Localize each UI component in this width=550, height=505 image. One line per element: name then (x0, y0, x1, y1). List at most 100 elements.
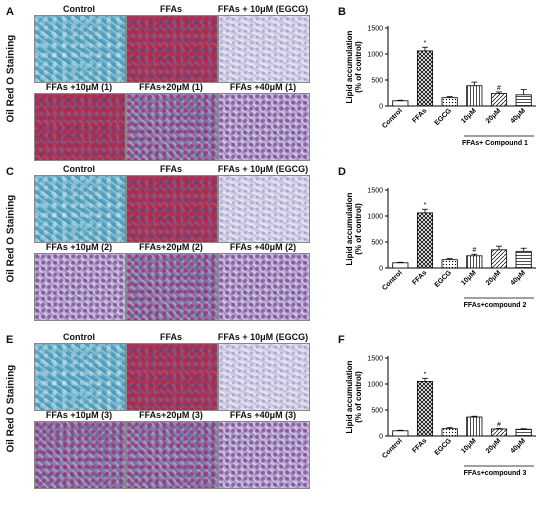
image-label-a-2: FFAs (159, 4, 182, 14)
micrograph-e-4 (34, 421, 126, 489)
chart-f-annotation-4: # (497, 421, 501, 428)
chart-b-bar-4 (490, 93, 508, 107)
micrograph-c-6 (218, 253, 310, 321)
panel-letter-b: B (338, 6, 346, 18)
chart-b-annotation-1: * (424, 40, 427, 47)
chart-f-category-4: 20μM (485, 437, 503, 455)
bar-chart-f: Lipid accumulation(% of control) 0 500 1000… (345, 356, 536, 477)
chart-b-bar-2 (441, 97, 458, 107)
chart-d-group-label: FFAs+compound 2 (464, 302, 527, 309)
chart-d-ylabel-line-1: Lipid accumulation (345, 192, 354, 265)
chart-f-category-2: EGCG (434, 437, 454, 457)
chart-d-bar-2 (441, 259, 458, 269)
chart-f-annotation-1: * (424, 371, 427, 378)
chart-f-bar-0 (392, 430, 409, 437)
micrograph-e-3 (218, 343, 310, 411)
chart-d-ytick-label-2: 1000 (367, 214, 383, 221)
chart-d-annotation-1: * (424, 202, 427, 209)
chart-b-category-5: 40μM (509, 107, 527, 125)
chart-b-ytick-label-1: 500 (371, 78, 383, 85)
chart-b-bar-1 (416, 50, 434, 107)
bar-chart-d: Lipid accumulation(% of control) 0 500 1000… (345, 188, 536, 309)
side-label-row-e: Oil Red O Staining (5, 364, 17, 453)
chart-b-ytick-label-3: 1500 (367, 26, 383, 33)
image-label-e-1: Control (63, 332, 95, 342)
chart-b-category-2: EGCG (434, 107, 454, 127)
side-label-row-a: Oil Red O Staining (5, 34, 17, 123)
chart-f-category-0: Control (381, 437, 404, 460)
chart-d-bar-3 (466, 255, 483, 269)
micrograph-c-4 (34, 253, 126, 321)
panel-letter-d: D (338, 166, 346, 178)
chart-b-bar-5 (515, 94, 532, 107)
chart-b-bar-0 (392, 100, 409, 107)
panel-letter-f: F (338, 334, 345, 346)
chart-f-ytick-label-2: 1000 (367, 382, 383, 389)
chart-d-category-0: Control (381, 269, 404, 292)
image-label-e-6: FFAs +40μM (3) (229, 410, 297, 420)
micrograph-a-2 (126, 15, 218, 83)
image-label-c-3: FFAs + 10μM (EGCG) (217, 164, 309, 174)
chart-b-bar-3 (466, 85, 483, 107)
image-label-c-2: FFAs (159, 164, 182, 174)
chart-b-category-0: Control (381, 107, 404, 130)
chart-b-category-1: FFAs (411, 107, 428, 124)
chart-f-ylabel-line-1: Lipid accumulation (345, 360, 354, 433)
image-label-a-5: FFAs+20μM (1) (139, 82, 203, 92)
image-label-e-4: FFAs +10μM (3) (45, 410, 113, 420)
micrograph-e-5 (126, 421, 218, 489)
micrograph-a-3 (218, 15, 310, 83)
image-label-c-5: FFAs+20μM (2) (139, 242, 203, 252)
chart-f-bar-4 (490, 428, 508, 437)
chart-f-bar-3 (466, 416, 483, 437)
image-label-c-4: FFAs +10μM (2) (45, 242, 113, 252)
chart-f-bar-2 (441, 428, 458, 437)
chart-f-category-1: FFAs (411, 437, 428, 454)
chart-d-category-1: FFAs (411, 269, 428, 286)
chart-f-category-5: 40μM (509, 437, 527, 455)
chart-d-bar-4 (490, 249, 508, 269)
micrograph-a-4 (34, 93, 126, 161)
chart-b-group-label: FFAs+ Compound 1 (462, 140, 528, 147)
chart-d-category-4: 20μM (485, 269, 503, 287)
bar-chart-b: Lipid accumulation(% of control) 0 500 1000… (345, 26, 536, 147)
image-label-c-6: FFAs +40μM (2) (229, 242, 297, 252)
image-label-e-5: FFAs+20μM (3) (139, 410, 203, 420)
chart-b-ylabel-line-2: (% of control) (354, 41, 363, 93)
chart-d-category-3: 10μM (460, 269, 478, 287)
chart-f-ylabel: Lipid accumulation(% of control) (345, 360, 363, 433)
chart-b-ylabel-line-1: Lipid accumulation (345, 30, 354, 103)
chart-f-bar-5 (515, 428, 532, 437)
chart-f-group-label: FFAs+compound 3 (464, 470, 527, 477)
chart-b-annotation-4: # (497, 85, 501, 92)
chart-d-ylabel-line-2: (% of control) (354, 203, 363, 255)
micrograph-c-3 (218, 175, 310, 243)
chart-b-ytick-label-2: 1000 (367, 52, 383, 59)
chart-f-category-3: 10μM (460, 437, 478, 455)
chart-d-ytick-label-1: 500 (371, 240, 383, 247)
chart-d-category-5: 40μM (509, 269, 527, 287)
side-label-row-c: Oil Red O Staining (5, 194, 17, 283)
chart-d-ytick-label-3: 1500 (367, 188, 383, 195)
chart-b-category-4: 20μM (485, 107, 503, 125)
panel-letter-a: A (6, 6, 14, 18)
chart-f-ytick-label-1: 500 (371, 408, 383, 415)
chart-d-bar-5 (515, 250, 532, 269)
chart-d-bar-0 (392, 262, 409, 269)
chart-b-category-3: 10μM (460, 107, 478, 125)
panel-letter-c: C (6, 166, 14, 178)
micrograph-c-2 (126, 175, 218, 243)
micrograph-e-1 (34, 343, 126, 411)
chart-b-ytick-label-0: 0 (379, 104, 383, 111)
image-label-e-3: FFAs + 10μM (EGCG) (217, 332, 309, 342)
chart-f-ytick-label-3: 1500 (367, 356, 383, 363)
micrograph-e-6 (218, 421, 310, 489)
image-label-a-6: FFAs +40μM (1) (229, 82, 297, 92)
image-label-a-3: FFAs + 10μM (EGCG) (217, 4, 309, 14)
micrograph-e-2 (126, 343, 218, 411)
micrograph-c-5 (126, 253, 218, 321)
chart-f-ylabel-line-2: (% of control) (354, 371, 363, 423)
micrograph-a-5 (126, 93, 218, 161)
panel-letter-e: E (6, 334, 14, 346)
chart-f-bar-1 (416, 381, 434, 437)
